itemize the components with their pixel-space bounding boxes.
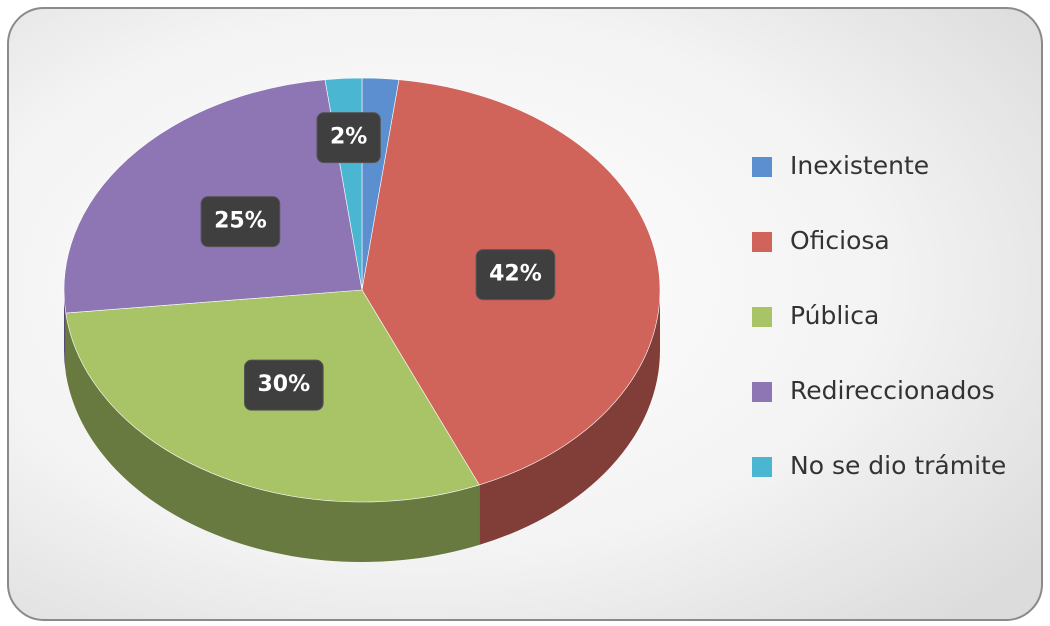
legend-label: Redireccionados bbox=[790, 376, 995, 405]
legend-label: No se dio trámite bbox=[790, 451, 1006, 480]
data-label-box bbox=[200, 196, 281, 248]
legend-swatch bbox=[752, 307, 772, 327]
slice-side bbox=[479, 290, 660, 545]
legend-swatch bbox=[752, 457, 772, 477]
legend-label: Oficiosa bbox=[790, 226, 890, 255]
data-label: 30% bbox=[257, 372, 310, 397]
data-label-box bbox=[316, 112, 381, 164]
data-label: 2% bbox=[330, 125, 367, 150]
slice-side bbox=[65, 313, 480, 562]
pie: 42% 30% 25% 2% bbox=[63, 77, 661, 562]
data-label-box bbox=[243, 359, 324, 411]
data-label: 42% bbox=[489, 262, 542, 287]
legend-label: Pública bbox=[790, 301, 879, 330]
legend-swatch bbox=[752, 157, 772, 177]
data-label: 25% bbox=[214, 209, 267, 234]
data-label-box bbox=[475, 249, 556, 301]
legend-swatch bbox=[752, 232, 772, 252]
legend-label: Inexistente bbox=[790, 151, 929, 180]
legend-swatch bbox=[752, 382, 772, 402]
legend: Inexistente Oficiosa Pública Redireccionado… bbox=[752, 151, 1006, 480]
